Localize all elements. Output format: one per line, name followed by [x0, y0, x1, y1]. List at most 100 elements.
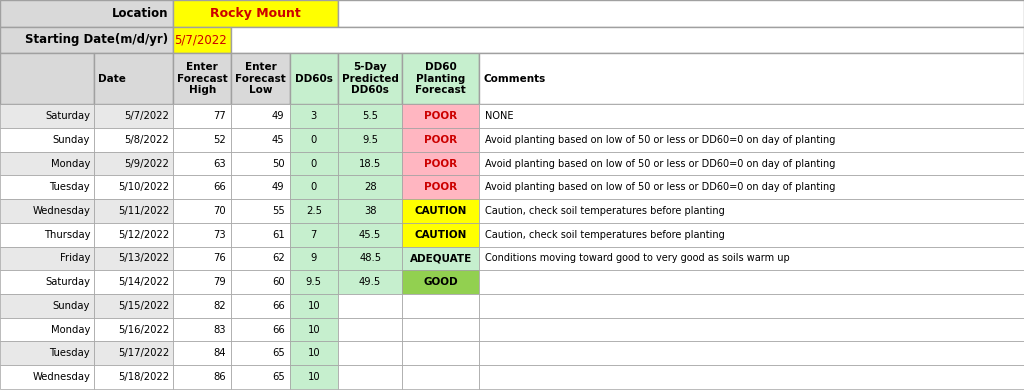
Bar — [173, 176, 231, 199]
Text: 5/17/2022: 5/17/2022 — [118, 348, 169, 358]
Bar — [338, 199, 402, 223]
Bar — [0, 247, 94, 270]
Text: 49.5: 49.5 — [359, 277, 381, 287]
Text: 2.5: 2.5 — [306, 206, 322, 216]
Bar — [94, 104, 173, 128]
Text: GOOD: GOOD — [424, 277, 458, 287]
Text: 70: 70 — [214, 206, 226, 216]
Text: 5/12/2022: 5/12/2022 — [118, 230, 169, 240]
Bar — [0, 128, 94, 152]
Text: 45: 45 — [272, 135, 285, 145]
Bar — [94, 247, 173, 270]
Text: 0: 0 — [310, 182, 317, 192]
Bar — [231, 27, 1024, 53]
Bar — [402, 53, 479, 104]
Text: 48.5: 48.5 — [359, 253, 381, 263]
Bar — [231, 152, 290, 176]
Text: 9: 9 — [310, 253, 317, 263]
Text: 5/8/2022: 5/8/2022 — [124, 135, 169, 145]
Bar — [338, 270, 402, 294]
Text: 10: 10 — [307, 348, 321, 358]
Bar — [290, 341, 338, 365]
Bar — [173, 104, 231, 128]
Text: Comments: Comments — [483, 74, 546, 84]
Bar — [231, 223, 290, 247]
Bar — [479, 53, 1024, 104]
Text: 55: 55 — [272, 206, 285, 216]
Bar — [173, 341, 231, 365]
Bar — [290, 223, 338, 247]
Bar — [173, 318, 231, 341]
Text: 45.5: 45.5 — [359, 230, 381, 240]
Bar — [0, 341, 94, 365]
Bar — [290, 270, 338, 294]
Text: 5/7/2022: 5/7/2022 — [174, 33, 227, 47]
Text: Saturday: Saturday — [45, 111, 90, 121]
Bar — [338, 104, 402, 128]
Text: Thursday: Thursday — [44, 230, 90, 240]
Text: 5.5: 5.5 — [362, 111, 378, 121]
Bar — [402, 223, 479, 247]
Text: 10: 10 — [307, 301, 321, 311]
Bar — [173, 223, 231, 247]
Text: CAUTION: CAUTION — [415, 230, 467, 240]
Bar — [479, 176, 1024, 199]
Bar — [479, 199, 1024, 223]
Bar — [231, 341, 290, 365]
Bar — [338, 223, 402, 247]
Bar — [290, 53, 338, 104]
Bar — [0, 27, 173, 53]
Bar — [402, 294, 479, 318]
Text: 66: 66 — [272, 301, 285, 311]
Bar — [94, 365, 173, 389]
Bar — [402, 341, 479, 365]
Bar — [402, 128, 479, 152]
Bar — [290, 199, 338, 223]
Bar — [173, 53, 231, 104]
Text: 10: 10 — [307, 325, 321, 335]
Text: 63: 63 — [214, 158, 226, 169]
Bar — [479, 104, 1024, 128]
Text: 73: 73 — [214, 230, 226, 240]
Text: Sunday: Sunday — [53, 135, 90, 145]
Bar — [231, 199, 290, 223]
Text: Avoid planting based on low of 50 or less or DD60=0 on day of planting: Avoid planting based on low of 50 or les… — [485, 158, 836, 169]
Bar — [231, 247, 290, 270]
Text: Conditions moving toward good to very good as soils warm up: Conditions moving toward good to very go… — [485, 253, 791, 263]
Text: 10: 10 — [307, 372, 321, 382]
Bar — [479, 152, 1024, 176]
Bar — [290, 128, 338, 152]
Text: 5-Day
Predicted
DD60s: 5-Day Predicted DD60s — [342, 62, 398, 95]
Bar — [338, 176, 402, 199]
Bar — [338, 53, 402, 104]
Bar — [173, 199, 231, 223]
Bar — [0, 294, 94, 318]
Text: Location: Location — [112, 7, 168, 20]
Bar — [173, 270, 231, 294]
Bar — [231, 104, 290, 128]
Bar — [173, 0, 338, 27]
Text: Date: Date — [98, 74, 126, 84]
Bar — [402, 365, 479, 389]
Bar — [0, 365, 94, 389]
Text: Enter
Forecast
Low: Enter Forecast Low — [236, 62, 286, 95]
Bar — [231, 318, 290, 341]
Bar — [479, 270, 1024, 294]
Bar — [338, 318, 402, 341]
Text: 7: 7 — [310, 230, 317, 240]
Text: POOR: POOR — [424, 182, 458, 192]
Bar — [479, 247, 1024, 270]
Bar — [94, 53, 173, 104]
Bar — [231, 365, 290, 389]
Bar — [290, 318, 338, 341]
Text: 60: 60 — [272, 277, 285, 287]
Text: ADEQUATE: ADEQUATE — [410, 253, 472, 263]
Bar — [402, 176, 479, 199]
Bar — [94, 128, 173, 152]
Text: 86: 86 — [214, 372, 226, 382]
Text: 83: 83 — [214, 325, 226, 335]
Text: Tuesday: Tuesday — [49, 182, 90, 192]
Bar — [0, 270, 94, 294]
Bar — [479, 294, 1024, 318]
Text: Avoid planting based on low of 50 or less or DD60=0 on day of planting: Avoid planting based on low of 50 or les… — [485, 135, 836, 145]
